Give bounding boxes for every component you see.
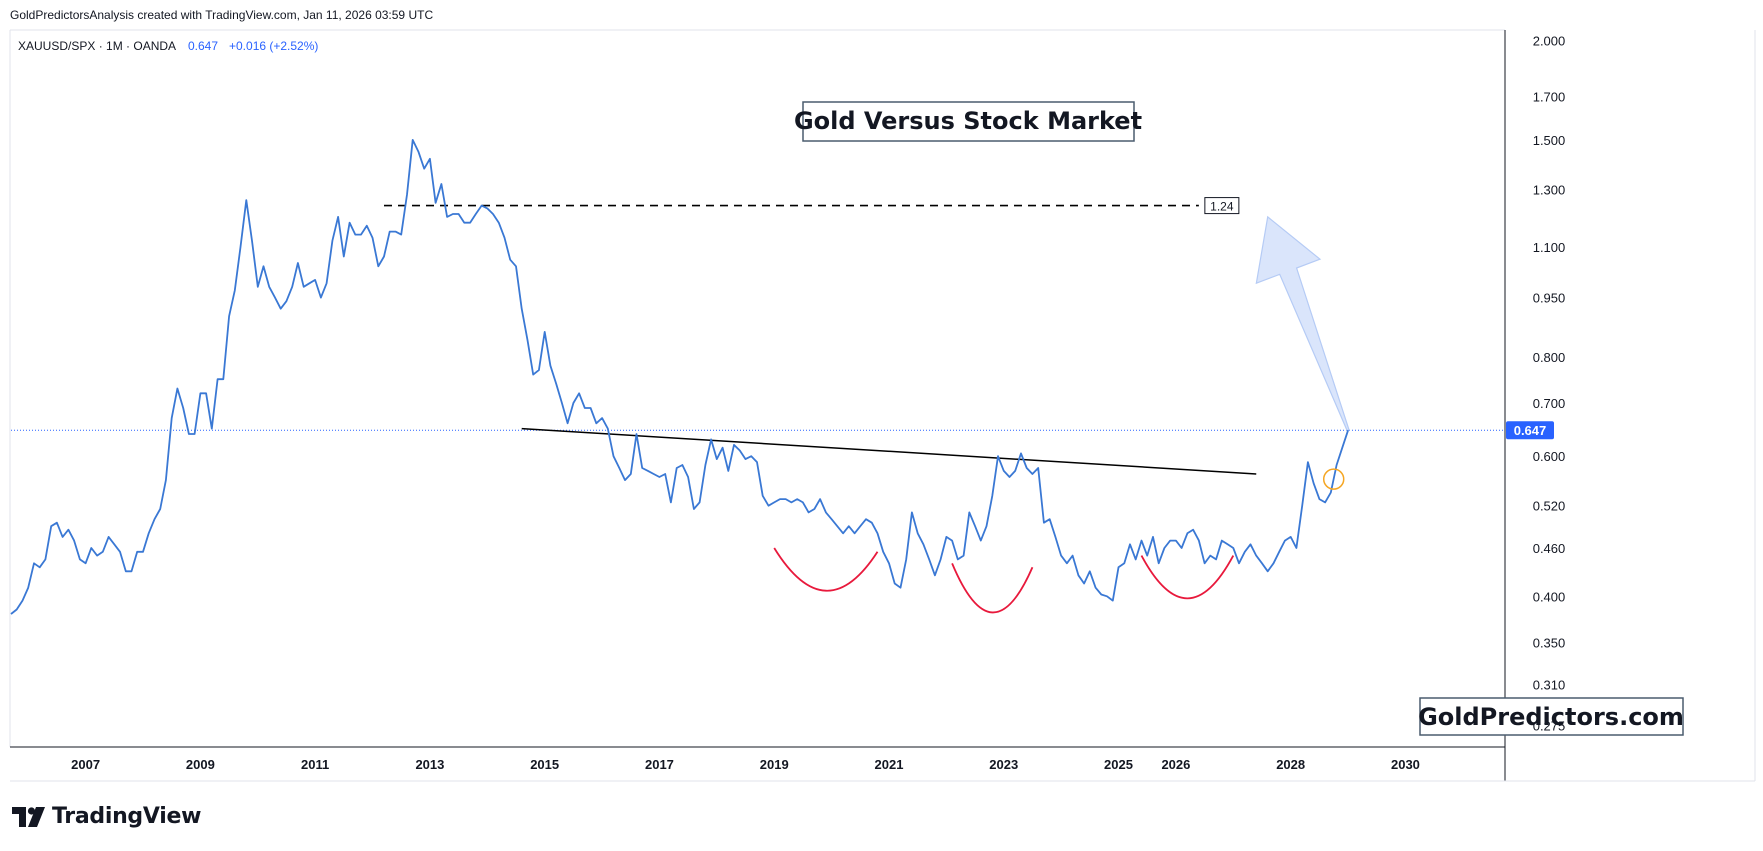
projection-arrow xyxy=(1255,215,1350,432)
title-box[interactable]: Gold Versus Stock Market xyxy=(794,101,1142,142)
breakout-circle xyxy=(1322,468,1345,490)
y-tick-label: 2.000 xyxy=(1533,34,1566,49)
legend-last: 0.647 xyxy=(188,39,218,53)
y-tick-label: 0.350 xyxy=(1533,635,1566,650)
watermark-box[interactable]: GoldPredictors.com xyxy=(1418,697,1684,736)
symbol-legend[interactable]: XAUUSD/SPX · 1M · OANDA 0.647 +0.016 (+2… xyxy=(18,39,318,53)
y-tick-label: 0.310 xyxy=(1533,677,1566,692)
chart-credit-caption: GoldPredictorsAnalysis created with Trad… xyxy=(10,8,434,22)
y-axis[interactable]: 2.000 1.700 1.500 1.300 1.100 0.950 0.800 0.700… xyxy=(1533,34,1566,734)
x-axis[interactable]: 2007 2009 2011 2013 2015 2017 2019 2021 2023 2025… xyxy=(71,757,1420,772)
price-tag-group: 0.647 xyxy=(1506,421,1554,440)
y-tick-label: 1.100 xyxy=(1533,240,1566,255)
neckline-group xyxy=(521,427,1257,475)
y-tick-label: 0.600 xyxy=(1533,449,1566,464)
x-tick-label: 2015 xyxy=(530,757,559,772)
projection-arrow-group xyxy=(1255,215,1350,432)
y-tick-label: 0.700 xyxy=(1533,396,1566,411)
x-tick-label: 2025 xyxy=(1104,757,1133,772)
series-line xyxy=(10,139,1349,615)
x-tick-label: 2007 xyxy=(71,757,100,772)
tradingview-brand-text: TradingView xyxy=(52,804,202,829)
x-tick-label: 2017 xyxy=(645,757,674,772)
chart-title: Gold Versus Stock Market xyxy=(794,107,1142,135)
x-tick-label: 2026 xyxy=(1161,757,1190,772)
y-tick-label: 0.950 xyxy=(1533,291,1566,306)
y-tick-label: 0.275 xyxy=(1533,719,1566,734)
x-tick-label: 2013 xyxy=(415,757,444,772)
tradingview-logo[interactable]: TradingView xyxy=(12,804,201,829)
target-level-label-box xyxy=(1204,197,1240,215)
x-tick-label: 2030 xyxy=(1391,757,1420,772)
y-tick-label: 0.800 xyxy=(1533,350,1566,365)
target-level-group: 1.24 xyxy=(384,197,1240,215)
y-tick-label: 1.700 xyxy=(1533,90,1566,105)
x-tick-label: 2028 xyxy=(1276,757,1305,772)
y-tick-label: 1.300 xyxy=(1533,182,1566,197)
series-group xyxy=(10,139,1349,615)
tradingview-logo-icon xyxy=(12,806,45,827)
breakout-marker-group xyxy=(1322,468,1345,490)
x-tick-label: 2009 xyxy=(186,757,215,772)
current-price-tag-label: 0.647 xyxy=(1514,423,1547,438)
bottom-arc xyxy=(773,547,879,592)
x-tick-label: 2023 xyxy=(989,757,1018,772)
y-tick-label: 0.400 xyxy=(1533,589,1566,604)
x-tick-label: 2021 xyxy=(875,757,904,772)
target-level-label: 1.24 xyxy=(1210,200,1234,214)
bottom-arc xyxy=(951,562,1034,614)
y-tick-label: 0.520 xyxy=(1533,499,1566,514)
y-tick-label: 1.500 xyxy=(1533,133,1566,148)
bottom-arc xyxy=(1140,555,1235,599)
chart-frame xyxy=(9,29,1756,782)
watermark-text: GoldPredictors.com xyxy=(1418,703,1684,731)
x-tick-label: 2019 xyxy=(760,757,789,772)
legend-change: +0.016 (+2.52%) xyxy=(229,39,318,53)
y-tick-label: 0.460 xyxy=(1533,541,1566,556)
current-price-tag xyxy=(1506,421,1554,440)
x-tick-label: 2011 xyxy=(301,757,329,772)
legend-symbol: XAUUSD/SPX · 1M · OANDA xyxy=(18,39,176,53)
bottom-arcs-group xyxy=(773,547,1235,614)
neckline xyxy=(521,427,1257,475)
